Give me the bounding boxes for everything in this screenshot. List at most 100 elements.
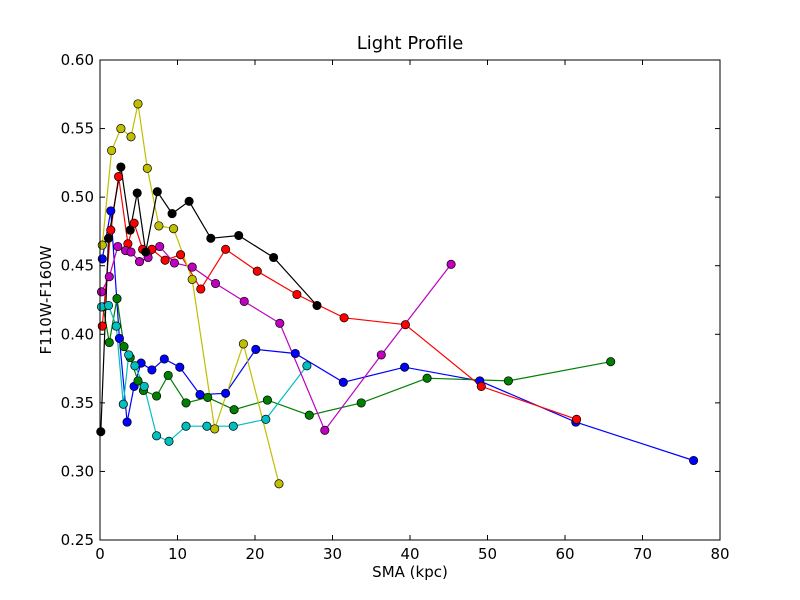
data-point-s1-2 bbox=[112, 294, 122, 304]
data-point-s1-14 bbox=[356, 398, 366, 408]
data-point-s3-2 bbox=[111, 321, 121, 331]
y-tick-label-0: 0.25 bbox=[61, 531, 94, 549]
data-point-s3-1 bbox=[103, 300, 114, 311]
x-tick-label-6: 60 bbox=[555, 545, 574, 563]
plot-area: 0 10 20 30 40 50 60 70 80 0.25 0.30 0.35 0.40 0.45 0.5… bbox=[61, 51, 730, 563]
data-point-s2-2 bbox=[114, 172, 124, 182]
data-point-s0-10 bbox=[221, 388, 231, 398]
data-point-s4-10 bbox=[210, 278, 221, 289]
data-point-s6-5 bbox=[141, 247, 151, 257]
series-line-0 bbox=[101, 210, 694, 462]
data-point-s3-9 bbox=[181, 421, 191, 431]
data-point-s5-6 bbox=[154, 221, 164, 231]
data-point-s1-9 bbox=[181, 398, 191, 408]
data-point-s6-2 bbox=[116, 162, 126, 172]
x-tick-label-5: 50 bbox=[478, 545, 497, 563]
data-point-s2-10 bbox=[221, 244, 231, 254]
data-point-s0-14 bbox=[400, 362, 410, 372]
data-point-s2-8 bbox=[176, 250, 186, 260]
x-tick-label-3: 30 bbox=[323, 545, 342, 563]
y-tick-label-1: 0.30 bbox=[61, 462, 94, 480]
data-point-s6-4 bbox=[132, 188, 142, 198]
data-point-s1-16 bbox=[503, 376, 513, 386]
data-point-s3-13 bbox=[302, 361, 312, 371]
x-tick-label-4: 40 bbox=[400, 545, 419, 563]
data-point-s6-9 bbox=[206, 233, 216, 243]
x-tick-label-8: 80 bbox=[710, 545, 729, 563]
data-point-s0-6 bbox=[147, 365, 157, 375]
data-point-s0-12 bbox=[290, 348, 300, 359]
data-point-s4-1 bbox=[104, 272, 114, 282]
data-point-s6-10 bbox=[234, 230, 244, 241]
data-point-s2-14 bbox=[400, 320, 410, 330]
data-point-s0-8 bbox=[175, 362, 185, 372]
data-point-s2-13 bbox=[339, 313, 349, 323]
data-point-s6-11 bbox=[269, 252, 279, 263]
data-point-s1-3 bbox=[119, 342, 129, 352]
data-point-s2-12 bbox=[292, 289, 302, 300]
y-axis-label: F110W-F160W bbox=[37, 245, 55, 354]
data-point-s2-16 bbox=[572, 414, 582, 424]
data-point-s6-0 bbox=[96, 427, 106, 437]
data-point-s5-8 bbox=[187, 274, 197, 284]
data-point-s2-11 bbox=[252, 266, 262, 276]
data-point-s3-4 bbox=[124, 350, 134, 360]
y-tick-label-5: 0.50 bbox=[61, 188, 94, 206]
y-tick-label-6: 0.55 bbox=[61, 120, 94, 138]
data-point-s2-7 bbox=[160, 255, 170, 265]
data-point-s1-7 bbox=[152, 391, 162, 401]
data-point-s0-1 bbox=[106, 206, 116, 216]
x-tick-label-0: 0 bbox=[95, 545, 105, 563]
data-point-s1-8 bbox=[163, 370, 173, 380]
x-tick-label-1: 10 bbox=[168, 545, 187, 563]
data-point-s0-2 bbox=[114, 333, 124, 343]
data-point-s0-3 bbox=[122, 417, 132, 427]
data-point-s4-5 bbox=[134, 257, 145, 267]
data-point-s3-10 bbox=[202, 421, 212, 431]
data-point-s2-4 bbox=[129, 218, 139, 228]
data-point-s5-4 bbox=[133, 99, 143, 109]
data-point-s1-5 bbox=[133, 376, 143, 386]
data-point-s1-10 bbox=[203, 392, 213, 402]
data-point-s6-8 bbox=[184, 196, 194, 206]
data-point-s6-7 bbox=[167, 209, 177, 219]
data-point-s5-3 bbox=[126, 132, 136, 142]
data-point-s5-9 bbox=[210, 424, 220, 434]
data-point-s4-14 bbox=[376, 350, 386, 360]
data-point-s6-6 bbox=[152, 187, 162, 197]
data-point-s1-13 bbox=[304, 410, 314, 420]
data-point-s0-17 bbox=[689, 455, 699, 466]
y-tick-label-4: 0.45 bbox=[61, 257, 94, 275]
data-point-s5-1 bbox=[107, 145, 117, 156]
data-point-s0-7 bbox=[159, 354, 169, 364]
data-point-s3-7 bbox=[152, 431, 162, 441]
data-point-s6-1 bbox=[103, 233, 114, 243]
data-point-s3-8 bbox=[164, 436, 174, 446]
data-point-s4-2 bbox=[113, 241, 123, 252]
data-point-s4-8 bbox=[169, 258, 179, 268]
data-point-s1-11 bbox=[229, 405, 239, 415]
data-point-s1-17 bbox=[606, 357, 616, 367]
data-point-s0-11 bbox=[251, 344, 261, 354]
data-point-s2-15 bbox=[476, 381, 486, 391]
data-point-s4-11 bbox=[239, 296, 249, 306]
data-point-s5-0 bbox=[97, 240, 107, 250]
data-point-s5-7 bbox=[169, 224, 179, 234]
data-point-s4-7 bbox=[155, 241, 165, 252]
x-tick-label-7: 70 bbox=[633, 545, 652, 563]
data-point-s3-6 bbox=[139, 381, 149, 391]
data-point-s2-1 bbox=[106, 225, 116, 235]
data-point-s4-13 bbox=[320, 425, 330, 435]
data-point-s3-11 bbox=[228, 421, 238, 431]
data-point-s0-0 bbox=[97, 254, 107, 264]
data-point-s4-12 bbox=[275, 318, 285, 328]
chart-title: Light Profile bbox=[357, 33, 464, 54]
data-point-s1-15 bbox=[422, 373, 432, 383]
data-point-s5-2 bbox=[116, 124, 126, 134]
y-tick-label-2: 0.35 bbox=[61, 394, 94, 412]
data-point-s5-11 bbox=[274, 479, 284, 489]
data-point-s6-3 bbox=[125, 225, 135, 235]
data-point-s3-5 bbox=[130, 361, 140, 371]
x-axis-label: SMA (kpc) bbox=[372, 563, 448, 581]
